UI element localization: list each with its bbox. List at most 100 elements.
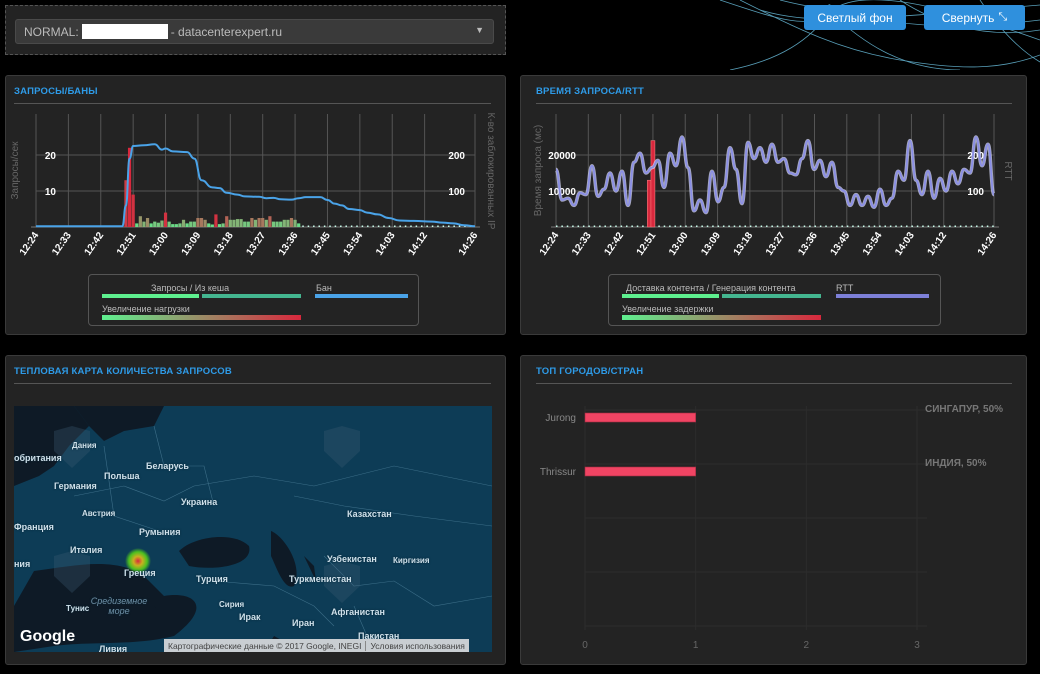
- legend-rtt-swatch: [836, 294, 929, 298]
- requests-bans-panel: ЗАПРОСЫ/БАНЫ 12:24 12:33 12:42 12:51 13:00 13…: [5, 75, 506, 335]
- x-tick-label: 12:33: [50, 230, 74, 258]
- request-bar: [289, 218, 294, 227]
- top-cities-chart: 0 1 2 3 Jurong СИНГАПУР, 50% Thrissur ИНДИЯ, 50…: [540, 404, 1003, 651]
- legend-generation-swatch: [722, 294, 821, 298]
- request-time-bar: [846, 225, 849, 227]
- y-left-tick-label: 20000: [548, 151, 576, 162]
- x-tick-label: 13:09: [180, 230, 204, 258]
- request-time-bar: [938, 225, 940, 227]
- light-background-button[interactable]: Светлый фон: [804, 5, 906, 30]
- map-label: Австрия: [82, 509, 116, 518]
- request-time-bar: [712, 225, 714, 227]
- divider: [536, 103, 1012, 104]
- y-right-tick-label: 100: [967, 187, 984, 198]
- request-bar: [192, 221, 196, 227]
- request-time-bar: [733, 225, 736, 227]
- request-bar: [199, 218, 204, 227]
- x-tick-label: 12:24: [18, 230, 42, 258]
- request-time-bar: [642, 225, 644, 227]
- request-time-bar: [959, 225, 962, 227]
- request-time-bar: [798, 225, 800, 227]
- request-time-bar: [577, 225, 580, 227]
- x-tick-label: 13:36: [796, 230, 820, 258]
- heatmap-map[interactable]: Дания обритания Польша Беларусь Германия Укра…: [14, 406, 492, 652]
- request-time-bar: [884, 225, 886, 227]
- x-tick-label: 14:26: [457, 230, 481, 258]
- request-time-bar: [582, 225, 585, 227]
- request-time-bar: [782, 225, 784, 227]
- request-time-bar: [771, 225, 773, 227]
- request-bar: [307, 225, 310, 227]
- site-select[interactable]: NORMAL: - datacenterexpert.ru ▼: [15, 19, 494, 44]
- light-background-label: Светлый фон: [817, 10, 893, 25]
- x-tick-label: 12:42: [602, 230, 626, 258]
- x-tick-label: 13:00: [667, 230, 691, 258]
- request-bar: [415, 225, 418, 227]
- map-label: Польша: [104, 471, 140, 481]
- request-bar: [250, 218, 254, 227]
- request-bar: [156, 222, 160, 227]
- request-time-bar: [792, 225, 795, 227]
- map-label: Афганистан: [331, 607, 385, 617]
- city-label: Thrissur: [540, 467, 577, 478]
- select-domain: - datacenterexpert.ru: [170, 24, 283, 39]
- requests-chart: 12:24 12:33 12:42 12:51 13:00 13:09 13:18 13:27…: [10, 113, 497, 258]
- request-bar: [323, 225, 326, 227]
- request-time-bar: [932, 225, 935, 227]
- request-bar: [178, 223, 182, 227]
- divider: [14, 383, 491, 384]
- legend-delay: Увеличение задержки: [622, 304, 714, 314]
- heatmap-hotspot: [125, 548, 151, 574]
- request-time-bar: [609, 225, 612, 227]
- map-terms-link[interactable]: Условия использования: [370, 640, 465, 651]
- x-tick-label: 12:51: [115, 230, 139, 258]
- request-time-bar: [674, 225, 676, 227]
- x-tick-label: 12:24: [538, 230, 562, 258]
- request-bar: [217, 224, 222, 227]
- x-tick-label: 14:03: [374, 230, 398, 258]
- request-time-bar: [862, 225, 865, 227]
- y-left-tick-label: 20: [45, 151, 57, 162]
- x-tick-label: 13:45: [309, 230, 333, 258]
- request-bar: [377, 225, 380, 227]
- y-left-axis-title: Время запроса (мс): [533, 125, 544, 216]
- request-bar: [464, 225, 466, 227]
- map-label: Киргизия: [393, 556, 430, 565]
- request-time-bar: [986, 225, 989, 227]
- request-time-bar: [690, 225, 693, 227]
- request-time-bar: [906, 225, 908, 227]
- panel-title: ТОП ГОРОДОВ/СТРАН: [536, 366, 644, 377]
- request-bar: [160, 220, 164, 227]
- request-bar: [279, 221, 283, 227]
- divider: [536, 383, 1012, 384]
- request-time-bar: [636, 225, 639, 227]
- request-bar: [410, 225, 412, 227]
- map-label: Пакистан: [358, 631, 400, 641]
- request-bar: [302, 225, 304, 227]
- y-right-axis-title: RTT: [1002, 161, 1013, 180]
- request-time-bar: [701, 225, 703, 227]
- request-time-bar: [916, 225, 919, 227]
- request-bar: [367, 225, 369, 227]
- request-time-bar: [663, 225, 666, 227]
- request-time-bar: [679, 225, 682, 227]
- request-time-bar: [976, 225, 978, 227]
- request-bar: [399, 225, 401, 227]
- request-bar: [181, 219, 186, 227]
- request-bar: [145, 218, 150, 227]
- request-time-bar: [927, 225, 930, 227]
- request-bar: [361, 225, 364, 227]
- site-selector-panel: NORMAL: - datacenterexpert.ru ▼: [5, 5, 506, 55]
- collapse-button[interactable]: Свернуть ⤡: [924, 5, 1025, 30]
- request-time-bar: [949, 225, 951, 227]
- legend-load: Увеличение нагрузки: [102, 304, 190, 314]
- map-label: Узбекистан: [327, 554, 377, 564]
- x-tick-label: 12:33: [570, 230, 594, 258]
- request-time-bar: [814, 225, 816, 227]
- google-logo: Google: [20, 628, 76, 645]
- x-tick-label: 13:36: [277, 230, 301, 258]
- x-tick-label: 14:12: [926, 230, 950, 258]
- request-bar: [131, 194, 135, 227]
- request-time-bar: [722, 225, 725, 227]
- rtt-line: [555, 136, 995, 214]
